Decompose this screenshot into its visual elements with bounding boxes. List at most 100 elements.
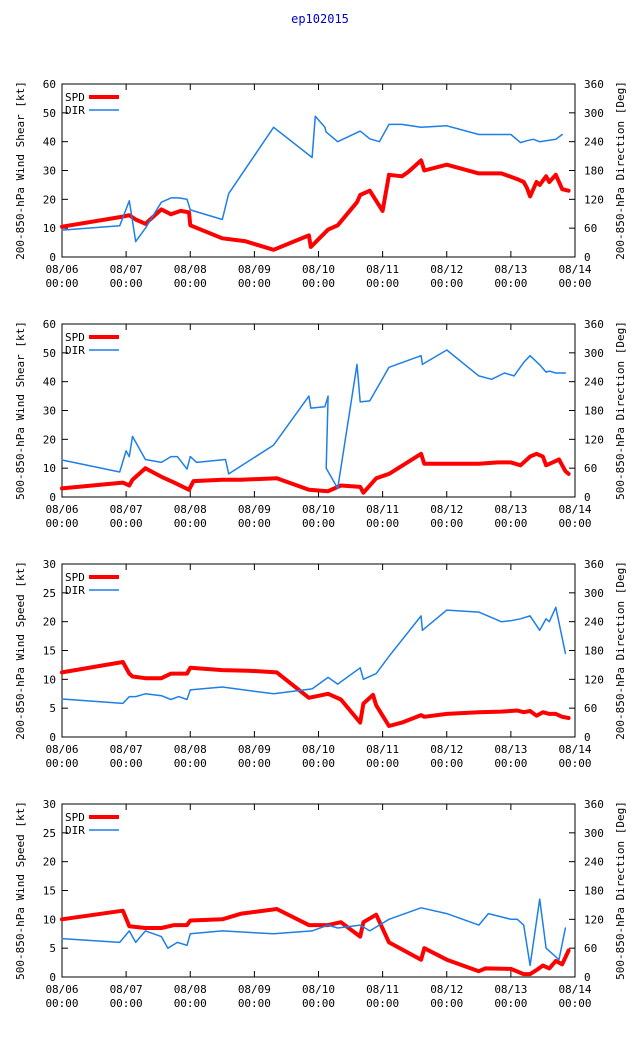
x-tick-time-label: 00:00 xyxy=(174,997,207,1010)
x-tick-date-label: 08/06 xyxy=(45,263,78,276)
x-tick-time-label: 00:00 xyxy=(366,277,399,290)
y2-axis-label: 200-850-hPa Direction [Deg] xyxy=(614,81,627,260)
x-tick-date-label: 08/14 xyxy=(558,743,591,756)
y-tick-label: 10 xyxy=(43,462,56,475)
plot-frame xyxy=(61,803,576,978)
x-tick-time-label: 00:00 xyxy=(494,277,527,290)
x-tick-date-label: 08/07 xyxy=(110,743,143,756)
x-tick-time-label: 00:00 xyxy=(366,757,399,770)
y-tick-label: 30 xyxy=(43,165,56,178)
x-tick-date-label: 08/09 xyxy=(238,743,271,756)
y-tick-label: 5 xyxy=(49,942,56,955)
x-tick-time-label: 00:00 xyxy=(110,997,143,1010)
x-tick-time-label: 00:00 xyxy=(238,277,271,290)
y-tick-label: 20 xyxy=(43,433,56,446)
y-tick-label: 30 xyxy=(43,798,56,811)
y2-tick-label: 360 xyxy=(584,318,604,331)
y2-tick-label: 300 xyxy=(584,827,604,840)
x-tick-time-label: 00:00 xyxy=(174,517,207,530)
plot-frame xyxy=(61,83,576,258)
y-tick-label: 20 xyxy=(43,856,56,869)
x-tick-date-label: 08/14 xyxy=(558,983,591,996)
legend-label-dir: DIR xyxy=(65,344,85,357)
y2-tick-label: 60 xyxy=(584,702,597,715)
y-tick-label: 25 xyxy=(43,827,56,840)
x-tick-time-label: 00:00 xyxy=(366,997,399,1010)
y-tick-label: 40 xyxy=(43,136,56,149)
x-tick-time-label: 00:00 xyxy=(366,517,399,530)
x-tick-time-label: 00:00 xyxy=(174,277,207,290)
y2-tick-label: 120 xyxy=(584,193,604,206)
x-tick-date-label: 08/11 xyxy=(366,263,399,276)
y-tick-label: 10 xyxy=(43,673,56,686)
x-tick-date-label: 08/12 xyxy=(430,743,463,756)
x-tick-date-label: 08/07 xyxy=(110,503,143,516)
y2-tick-label: 180 xyxy=(584,645,604,658)
y2-tick-label: 0 xyxy=(584,971,591,984)
plot-frame xyxy=(61,323,576,498)
x-tick-date-label: 08/14 xyxy=(558,263,591,276)
x-tick-time-label: 00:00 xyxy=(238,997,271,1010)
spd-series-line xyxy=(60,907,571,977)
y2-tick-label: 180 xyxy=(584,885,604,898)
x-tick-date-label: 08/08 xyxy=(174,263,207,276)
y-tick-label: 20 xyxy=(43,616,56,629)
y2-tick-label: 300 xyxy=(584,587,604,600)
y2-tick-label: 360 xyxy=(584,558,604,571)
y-tick-label: 0 xyxy=(49,971,56,984)
y2-tick-label: 120 xyxy=(584,673,604,686)
y2-tick-label: 240 xyxy=(584,616,604,629)
x-tick-date-label: 08/12 xyxy=(430,983,463,996)
y2-axis-label: 500-850-hPa Direction [Deg] xyxy=(614,321,627,500)
x-tick-date-label: 08/08 xyxy=(174,983,207,996)
y2-tick-label: 360 xyxy=(584,78,604,91)
y2-tick-label: 360 xyxy=(584,798,604,811)
y2-tick-label: 0 xyxy=(584,731,591,744)
x-tick-time-label: 00:00 xyxy=(494,757,527,770)
y-tick-label: 10 xyxy=(43,222,56,235)
x-tick-date-label: 08/08 xyxy=(174,503,207,516)
y2-tick-label: 300 xyxy=(584,107,604,120)
x-tick-date-label: 08/08 xyxy=(174,743,207,756)
x-tick-date-label: 08/10 xyxy=(302,983,335,996)
x-tick-date-label: 08/12 xyxy=(430,503,463,516)
y-tick-label: 10 xyxy=(43,913,56,926)
x-tick-date-label: 08/09 xyxy=(238,263,271,276)
y2-tick-label: 0 xyxy=(584,251,591,264)
dir-series-line xyxy=(61,606,567,705)
x-tick-date-label: 08/14 xyxy=(558,503,591,516)
y2-axis-label: 500-850-hPa Direction [Deg] xyxy=(614,801,627,980)
spd-series-line xyxy=(60,660,571,728)
x-tick-time-label: 00:00 xyxy=(494,997,527,1010)
y-tick-label: 0 xyxy=(49,251,56,264)
dir-series-line xyxy=(61,349,567,490)
x-tick-date-label: 08/13 xyxy=(494,263,527,276)
y-tick-label: 0 xyxy=(49,491,56,504)
x-tick-date-label: 08/09 xyxy=(238,503,271,516)
legend-label-spd: SPD xyxy=(65,331,85,344)
x-tick-date-label: 08/11 xyxy=(366,743,399,756)
x-tick-time-label: 00:00 xyxy=(110,757,143,770)
legend-label-dir: DIR xyxy=(65,584,85,597)
y2-tick-label: 240 xyxy=(584,136,604,149)
x-tick-date-label: 08/10 xyxy=(302,743,335,756)
x-tick-time-label: 00:00 xyxy=(110,277,143,290)
x-tick-time-label: 00:00 xyxy=(558,757,591,770)
x-tick-time-label: 00:00 xyxy=(45,997,78,1010)
x-tick-date-label: 08/10 xyxy=(302,503,335,516)
y-tick-label: 15 xyxy=(43,885,56,898)
x-tick-time-label: 00:00 xyxy=(302,997,335,1010)
legend-label-dir: DIR xyxy=(65,104,85,117)
y-tick-label: 30 xyxy=(43,405,56,418)
x-tick-time-label: 00:00 xyxy=(238,517,271,530)
dir-series-line xyxy=(61,115,563,243)
x-tick-date-label: 08/10 xyxy=(302,263,335,276)
x-tick-date-label: 08/07 xyxy=(110,263,143,276)
y-axis-label: 500-850-hPa Wind Shear [kt] xyxy=(14,321,27,500)
y-tick-label: 50 xyxy=(43,107,56,120)
legend-label-spd: SPD xyxy=(65,91,85,104)
y-tick-label: 25 xyxy=(43,587,56,600)
y2-tick-label: 240 xyxy=(584,856,604,869)
